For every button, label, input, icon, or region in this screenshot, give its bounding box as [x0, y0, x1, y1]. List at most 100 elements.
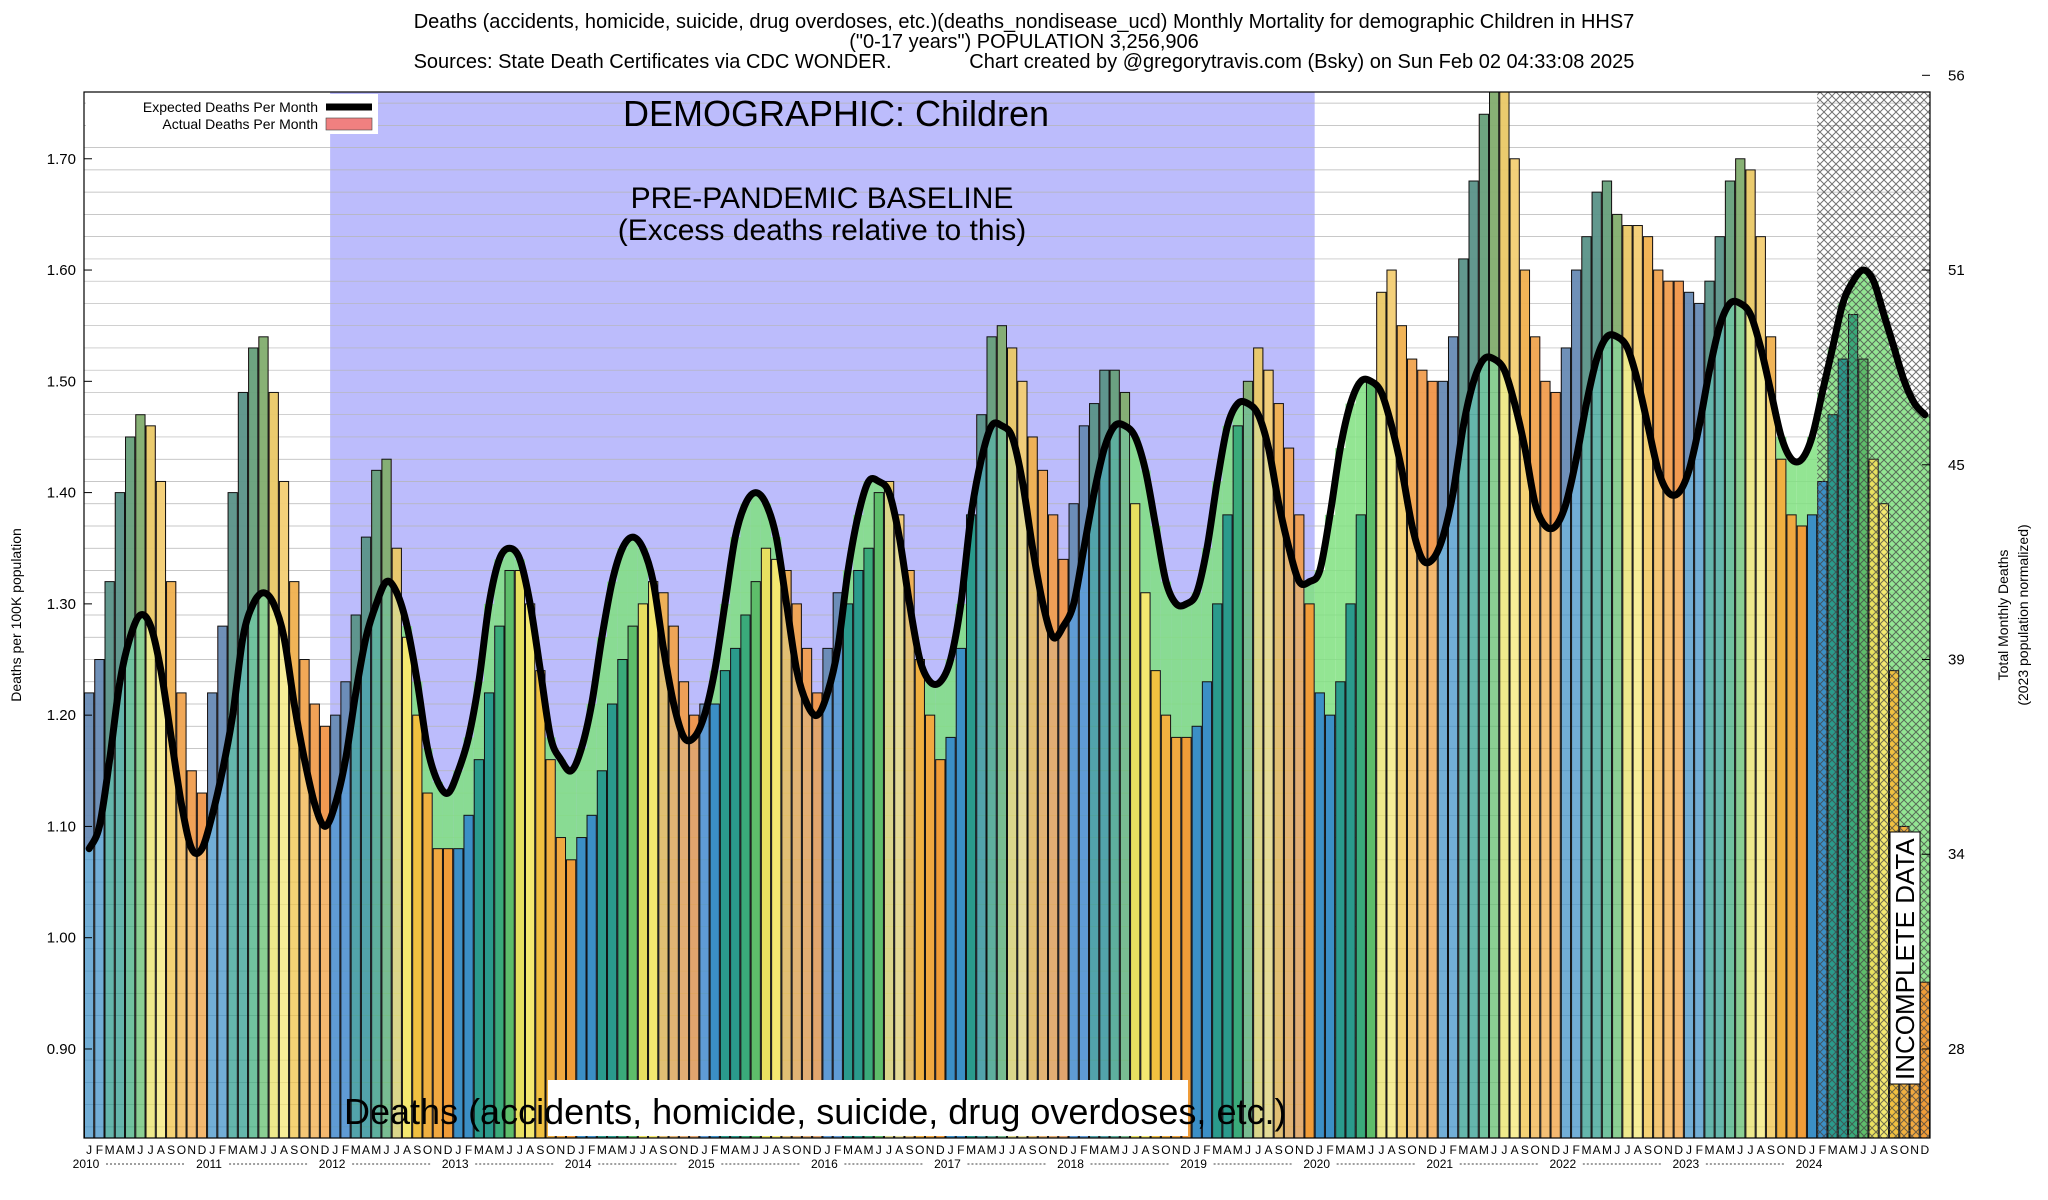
bar [104, 581, 115, 1138]
chart-title-line1: Deaths (accidents, homicide, suicide, dr… [413, 11, 1635, 33]
x-tick-month: J [394, 1143, 400, 1157]
deficit-fill [1130, 436, 1141, 504]
x-tick-year: 2011 [196, 1157, 222, 1171]
bar [155, 480, 167, 1138]
bar [1806, 514, 1818, 1138]
bar [1540, 380, 1551, 1138]
x-tick-month: A [1018, 1143, 1026, 1157]
bar [360, 536, 372, 1138]
x-tick-month: D [936, 1143, 945, 1157]
bar [371, 469, 382, 1138]
x-tick-month: F [834, 1143, 841, 1157]
bar [1724, 180, 1736, 1138]
x-tick-year: 2015 [688, 1157, 715, 1171]
bar [442, 848, 454, 1138]
bar [1089, 403, 1100, 1138]
bar [1160, 714, 1172, 1138]
x-tick-month: M [966, 1143, 976, 1157]
bar [996, 325, 1008, 1138]
x-tick-month: A [1757, 1143, 1765, 1157]
y-tick-label: 1.30 [47, 596, 76, 613]
y2-tick-label: 56 [1948, 67, 1965, 84]
x-tick-month: M [843, 1143, 853, 1157]
bar [781, 569, 792, 1138]
bar [678, 681, 690, 1138]
bar [771, 558, 782, 1138]
bar [278, 480, 290, 1138]
x-tick-month: J [507, 1143, 513, 1157]
bar [94, 659, 105, 1138]
x-tick-year: 2018 [1057, 1157, 1084, 1171]
bar [391, 547, 402, 1138]
chart-title-line2: ("0-17 years") POPULATION 3,256,906 [849, 31, 1199, 53]
x-tick-month: O [1777, 1143, 1786, 1157]
x-tick-month: F [1573, 1143, 1580, 1157]
x-tick-month: O [1284, 1143, 1293, 1157]
bar [1181, 736, 1192, 1138]
x-tick-month: S [659, 1143, 667, 1157]
x-tick-year: 2019 [1180, 1157, 1207, 1171]
bar [566, 859, 577, 1138]
bar [1283, 447, 1295, 1138]
bar [1324, 714, 1336, 1138]
deficit-fill [555, 759, 567, 838]
x-tick-month: S [536, 1143, 544, 1157]
bar [84, 692, 95, 1138]
deficit-fill [596, 637, 608, 771]
bar [955, 647, 966, 1138]
deficit-fill [730, 537, 741, 649]
x-tick-month: S [906, 1143, 914, 1157]
x-tick-month: A [1634, 1143, 1642, 1157]
bar [1078, 425, 1090, 1138]
bar [801, 647, 813, 1138]
bar [1212, 603, 1223, 1138]
bottom-title-bg [548, 1080, 1188, 1136]
y-axis-label: Deaths per 100K population [8, 528, 24, 702]
y2-axis-label-line1: Total Monthly Deaths [1995, 550, 2011, 681]
x-tick-month: M [1458, 1143, 1468, 1157]
deficit-fill [432, 781, 443, 849]
y-tick-label: 1.40 [47, 485, 76, 502]
bar [1273, 403, 1284, 1138]
bar [1119, 391, 1131, 1138]
bar [330, 714, 341, 1138]
bar [740, 614, 751, 1138]
x-tick-month: J [825, 1143, 831, 1157]
x-tick-month: M [1212, 1143, 1222, 1157]
bar [524, 603, 536, 1138]
bar [1048, 514, 1059, 1138]
deficit-fill [473, 681, 484, 760]
bar [268, 391, 279, 1138]
bar [904, 569, 915, 1138]
bar [319, 725, 331, 1138]
x-tick-month: O [1654, 1143, 1663, 1157]
bar [1622, 225, 1633, 1138]
x-tick-month: A [1716, 1143, 1724, 1157]
deficit-fill [935, 681, 946, 760]
deficit-fill [1201, 548, 1213, 682]
incomplete-group: INCOMPLETE DATA [1889, 831, 1921, 1085]
x-tick-month: D [1305, 1143, 1314, 1157]
x-tick-month: N [310, 1143, 319, 1157]
x-tick-month: A [977, 1143, 985, 1157]
bar [986, 336, 997, 1138]
bar [1642, 236, 1654, 1138]
deficit-fill [504, 548, 515, 571]
x-tick-year: 2023 [1673, 1157, 1700, 1171]
x-tick-month: F [1819, 1143, 1826, 1157]
x-tick-month: A [854, 1143, 862, 1157]
bar [658, 592, 669, 1138]
x-tick-year: 2012 [319, 1157, 346, 1171]
bar [217, 625, 228, 1138]
x-tick-month: J [1491, 1143, 1497, 1157]
x-tick-month: D [1182, 1143, 1191, 1157]
y-tick-label: 1.00 [47, 930, 76, 947]
bar [699, 703, 710, 1138]
y-tick-label: 1.70 [47, 151, 76, 168]
x-tick-month: A [895, 1143, 903, 1157]
x-tick-month: J [763, 1143, 769, 1157]
bar [924, 714, 936, 1138]
x-tick-month: M [1479, 1143, 1489, 1157]
deficit-fill [607, 581, 618, 705]
deficit-fill [1355, 381, 1366, 515]
